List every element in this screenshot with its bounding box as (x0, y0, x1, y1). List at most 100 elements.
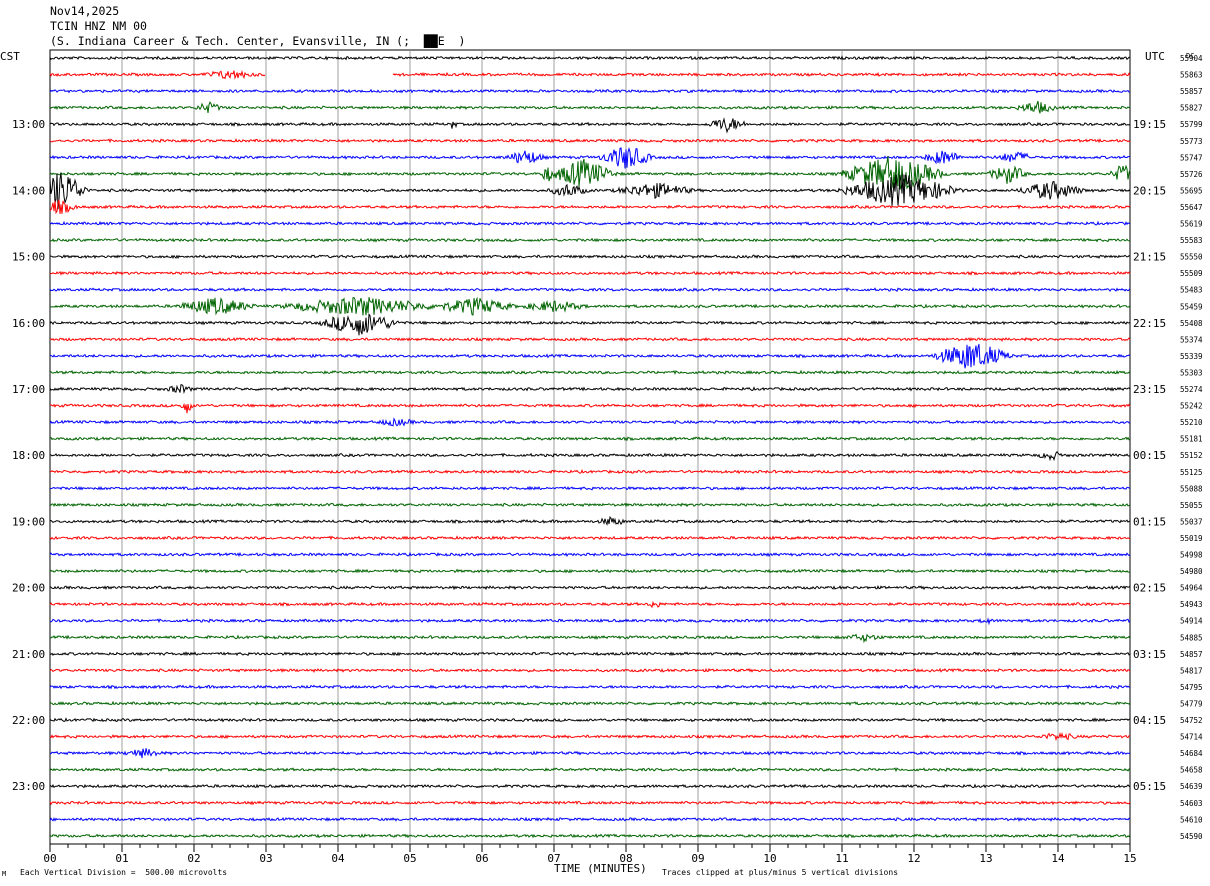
seismic-trace (49, 568, 1131, 574)
x-tick-label: 15 (1123, 852, 1136, 865)
x-tick-label: 00 (43, 852, 56, 865)
dc-value: 54714 (1180, 733, 1203, 742)
header-date: Nov14,2025 (50, 4, 120, 18)
cst-hour-label: 15:00 (12, 251, 45, 264)
dc-value: 55459 (1180, 302, 1203, 311)
cst-hour-label: 13:00 (12, 118, 45, 131)
seismic-trace (49, 633, 1131, 644)
dc-value: 54914 (1180, 617, 1203, 626)
cst-hour-label: 20:00 (12, 582, 45, 595)
seismic-trace (49, 287, 1131, 293)
x-tick-label: 05 (403, 852, 416, 865)
cst-hour-label: 18:00 (12, 449, 45, 462)
seismic-trace (49, 700, 1131, 706)
seismic-trace (49, 417, 1131, 427)
clip-note: Traces clipped at plus/minus 5 vertical … (662, 868, 899, 877)
x-axis-title: TIME (MINUTES) (554, 862, 647, 875)
x-tick-label: 09 (691, 852, 704, 865)
dc-value: 55863 (1180, 71, 1203, 80)
x-tick-label: 10 (763, 852, 776, 865)
dc-value: 55339 (1180, 352, 1203, 361)
header-location: (S. Indiana Career & Tech. Center, Evans… (50, 34, 466, 48)
dc-value: 55374 (1180, 335, 1203, 344)
dc-value: 55695 (1180, 186, 1203, 195)
seismic-trace (49, 766, 1131, 773)
dc-value: 55857 (1180, 87, 1203, 96)
seismic-trace (49, 450, 1131, 462)
seismic-trace (49, 173, 1131, 210)
cst-hour-label: 19:00 (12, 515, 45, 528)
seismic-trace (49, 800, 1131, 806)
dc-value: 54857 (1180, 650, 1203, 659)
dc-value: 55619 (1180, 220, 1203, 229)
cst-hour-label: 22:00 (12, 714, 45, 727)
seismic-trace (49, 617, 1131, 626)
x-tick-label: 08 (619, 852, 632, 865)
x-tick-label: 14 (1051, 852, 1065, 865)
x-tick-label: 11 (835, 852, 848, 865)
dc-value: 54590 (1180, 832, 1203, 841)
x-tick-label: 12 (907, 852, 920, 865)
utc-hour-label: 05:15 (1133, 780, 1166, 793)
seismic-trace (49, 313, 1131, 336)
seismic-trace (49, 117, 1131, 134)
dc-value: 55408 (1180, 319, 1203, 328)
dc-value: 54943 (1180, 600, 1203, 609)
cst-hour-label: 16:00 (12, 317, 45, 330)
dc-value: 55125 (1180, 468, 1203, 477)
dc-value: 55747 (1180, 153, 1203, 162)
dc-value: 54964 (1180, 584, 1203, 593)
dc-value: 55303 (1180, 368, 1203, 377)
utc-hour-label: 22:15 (1133, 317, 1166, 330)
utc-hour-label: 04:15 (1133, 714, 1166, 727)
dc-value: 54658 (1180, 766, 1203, 775)
seismic-trace (49, 717, 1131, 723)
utc-hour-label: 20:15 (1133, 184, 1166, 197)
dc-value: 54639 (1180, 782, 1203, 791)
seismic-trace (49, 535, 1131, 541)
cst-hour-label: 14:00 (12, 184, 45, 197)
seismic-trace (49, 384, 1131, 395)
x-tick-label: 04 (331, 852, 345, 865)
seismic-trace (49, 731, 1131, 742)
seismic-trace (49, 600, 1131, 609)
seismic-trace (49, 343, 1131, 369)
dc-value: 55550 (1180, 253, 1203, 262)
dc-value: 55088 (1180, 484, 1203, 493)
dc-value: 55055 (1180, 501, 1203, 510)
seismic-trace (49, 270, 1131, 276)
seismic-trace (49, 551, 1131, 557)
dc-value: 54885 (1180, 633, 1203, 642)
x-tick-label: 03 (259, 852, 272, 865)
plot-frame (49, 49, 1131, 845)
dc-label: DC (1186, 52, 1194, 60)
seismic-trace (49, 296, 1131, 316)
x-tick-label: 07 (547, 852, 560, 865)
seismic-trace (50, 253, 1131, 260)
seismic-trace (49, 748, 1131, 759)
dc-value: 54752 (1180, 716, 1203, 725)
cst-hour-label: 23:00 (12, 780, 45, 793)
dc-value: 55773 (1180, 137, 1203, 146)
cst-hour-label: 21:00 (12, 648, 45, 661)
dc-value: 55242 (1180, 402, 1203, 411)
dc-value: 54998 (1180, 551, 1203, 560)
dc-value: 54817 (1180, 666, 1203, 675)
x-tick-label: 02 (187, 852, 200, 865)
seismic-trace (49, 199, 1131, 215)
x-tick-label: 06 (475, 852, 488, 865)
cst-hour-label: 17:00 (12, 383, 45, 396)
seismic-trace (49, 585, 1131, 591)
seismic-trace (49, 220, 1131, 226)
dc-value: 55019 (1180, 534, 1203, 543)
seismic-trace (49, 100, 1131, 114)
corner-mark: M (2, 870, 7, 878)
utc-hour-label: 01:15 (1133, 515, 1166, 528)
seismic-trace (49, 138, 1131, 144)
dc-value: 54980 (1180, 567, 1203, 576)
seismic-trace (49, 436, 1131, 442)
utc-hour-label: 21:15 (1133, 251, 1166, 264)
dc-value: 54684 (1180, 749, 1203, 758)
seismic-trace (49, 156, 1131, 190)
